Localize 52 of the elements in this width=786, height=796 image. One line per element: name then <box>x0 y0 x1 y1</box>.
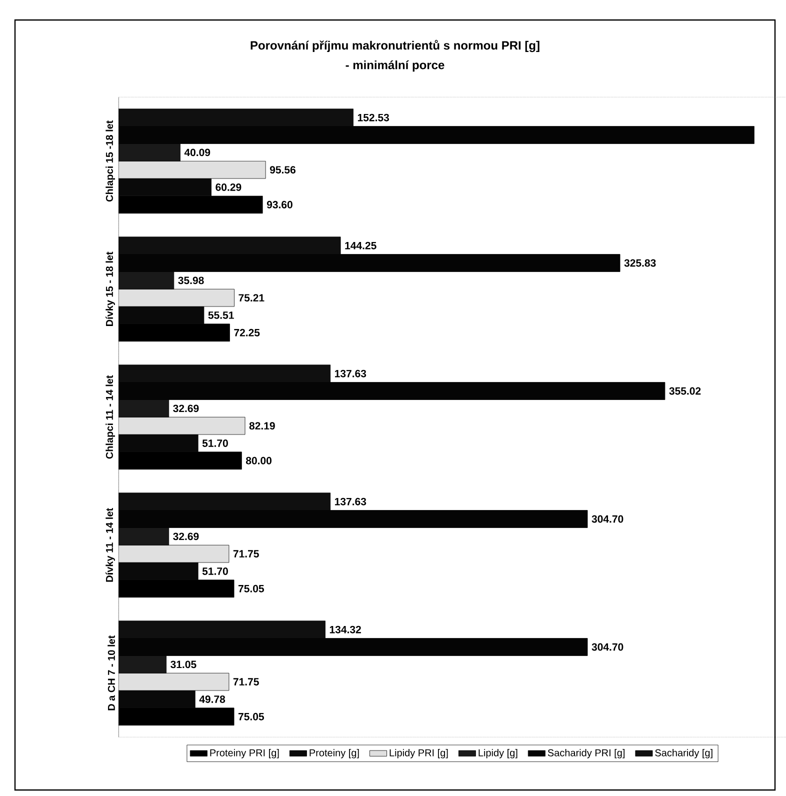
data-label: 35.98 <box>178 276 204 284</box>
data-label: 75.05 <box>238 712 264 720</box>
data-label: 325.83 <box>624 259 656 267</box>
legend-label: Proteiny PRI [g] <box>210 748 279 758</box>
data-label: 355.02 <box>669 387 701 395</box>
data-label: 144.25 <box>345 242 376 250</box>
data-label: 71.75 <box>233 678 259 686</box>
y-tick-label: Dívky 15 - 18 let <box>106 252 115 326</box>
data-label: 32.69 <box>173 404 199 412</box>
bar <box>118 672 230 691</box>
data-label: 51.70 <box>202 440 228 447</box>
data-label: 152.53 <box>358 114 390 122</box>
bar <box>118 416 246 435</box>
bar <box>118 656 167 674</box>
bar <box>118 160 266 179</box>
legend-label: Sacharidy PRI [g] <box>548 748 625 758</box>
y-tick-label: Dívky 11 - 14 let <box>106 508 115 582</box>
legend-label: Sacharidy [g] <box>655 748 712 758</box>
bar <box>118 272 174 290</box>
data-label: 134.32 <box>330 626 361 634</box>
legend-label: Proteiny [g] <box>310 748 359 758</box>
bar <box>118 288 234 307</box>
data-label: 71.75 <box>233 550 259 558</box>
y-tick-label: Chlapci 15 -18 let <box>106 120 115 202</box>
data-label: 75.21 <box>238 294 264 302</box>
y-tick-label: D a CH 7 - 10 let <box>108 635 115 710</box>
bar <box>118 144 180 162</box>
chart-subtitle: - minimální porce <box>346 60 444 72</box>
legend-label: Lipidy [g] <box>478 748 518 758</box>
data-label: 51.70 <box>202 568 228 575</box>
data-label: 32.69 <box>173 532 199 540</box>
legend-label: Lipidy PRI [g] <box>390 748 448 758</box>
y-tick-label: Chlapci 11 - 14 let <box>106 375 115 459</box>
chart-title: Porovnání příjmu makronutrientů s normou PRI [g] <box>250 40 540 52</box>
bar <box>118 544 230 563</box>
data-label: 40.09 <box>184 148 210 156</box>
data-label: 80.00 <box>246 456 272 464</box>
data-label: 137.63 <box>335 498 366 506</box>
bar <box>118 528 170 546</box>
data-label: 72.25 <box>234 328 260 336</box>
data-label: 82.19 <box>249 422 275 430</box>
data-label: 75.05 <box>238 584 264 592</box>
data-label: 55.51 <box>208 312 234 319</box>
data-label: 137.63 <box>335 370 366 378</box>
data-label: 60.29 <box>216 184 242 191</box>
data-label: 49.78 <box>199 696 226 703</box>
data-label: 31.05 <box>170 660 196 668</box>
data-label: 95.56 <box>270 166 296 174</box>
data-label: 93.60 <box>266 200 292 208</box>
data-label: 304.70 <box>592 643 624 651</box>
data-label: 304.70 <box>592 515 624 523</box>
bar <box>118 400 170 418</box>
